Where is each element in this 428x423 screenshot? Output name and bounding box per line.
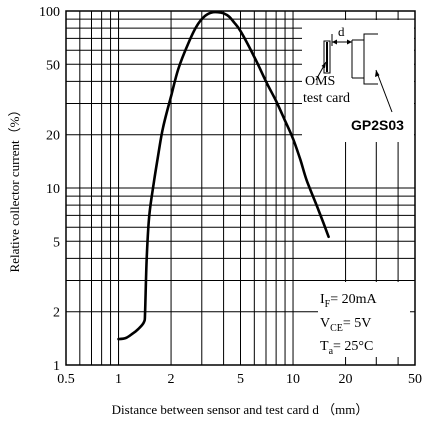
d-arrowhead-left — [332, 39, 337, 45]
ta-symbol: T — [320, 339, 329, 354]
ta-value: = 25°C — [333, 339, 373, 354]
sensor-outline — [363, 33, 378, 85]
if-value: = 20mA — [330, 292, 377, 307]
plot-frame — [65, 10, 416, 366]
y-tick-label: 5 — [53, 235, 60, 250]
y-tick-label: 20 — [46, 129, 60, 144]
condition-if: IF= 20mA — [320, 292, 378, 310]
y-tick-label: 100 — [39, 5, 60, 20]
x-tick-label: 20 — [339, 372, 353, 387]
x-tick-label: 10 — [286, 372, 300, 387]
x-tick-label: 50 — [408, 372, 422, 387]
oms-pointer-head — [321, 62, 326, 68]
test-card-label: test card — [303, 91, 350, 106]
y-tick-label: 10 — [46, 182, 60, 197]
oms-label: OMS — [305, 74, 335, 89]
if-symbol: I — [320, 292, 325, 307]
y-tick-label: 2 — [53, 306, 60, 321]
x-tick-label: 1 — [115, 372, 122, 387]
if-subscript: F — [325, 299, 331, 310]
d-arrowhead-right — [347, 39, 352, 45]
condition-vce: VCE= 5V — [320, 316, 371, 334]
part-pointer-head — [375, 70, 380, 77]
x-axis-label: Distance between sensor and test card d … — [112, 402, 369, 417]
x-tick-label: 5 — [237, 372, 244, 387]
conditions-background — [318, 282, 410, 357]
vce-subscript: CE — [330, 323, 343, 334]
ta-subscript: a — [329, 346, 334, 357]
condition-ta: Ta= 25°C — [320, 339, 373, 357]
inset-panel: d OMS test card GP2S03 — [302, 20, 414, 142]
vce-value: = 5V — [343, 316, 372, 331]
series-curve — [117, 10, 330, 341]
conditions-box: IF= 20mA VCE= 5V Ta= 25°C — [318, 282, 410, 357]
x-tick-label: 0.5 — [57, 372, 75, 387]
d-label: d — [338, 24, 345, 39]
part-number-label: GP2S03 — [351, 117, 404, 133]
y-tick-label: 1 — [53, 359, 60, 374]
x-tick-label: 2 — [168, 372, 175, 387]
y-tick-label: 50 — [46, 58, 60, 73]
oms-card-shape — [323, 40, 331, 74]
part-pointer — [375, 69, 393, 113]
y-axis-label: Relative collector current（%） — [7, 104, 22, 273]
vce-symbol: V — [320, 316, 330, 331]
